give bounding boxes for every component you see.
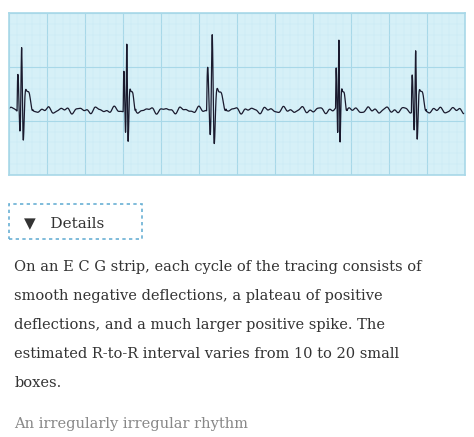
Text: deflections, and a much larger positive spike. The: deflections, and a much larger positive …: [14, 318, 385, 332]
Text: smooth negative deflections, a plateau of positive: smooth negative deflections, a plateau o…: [14, 289, 383, 303]
Text: On an E C G strip, each cycle of the tracing consists of: On an E C G strip, each cycle of the tra…: [14, 260, 422, 274]
Text: ▼   Details: ▼ Details: [24, 216, 104, 230]
Text: estimated R-to-R interval varies from 10 to 20 small: estimated R-to-R interval varies from 10…: [14, 347, 399, 361]
Text: An irregularly irregular rhythm: An irregularly irregular rhythm: [14, 417, 248, 431]
Text: boxes.: boxes.: [14, 376, 62, 390]
